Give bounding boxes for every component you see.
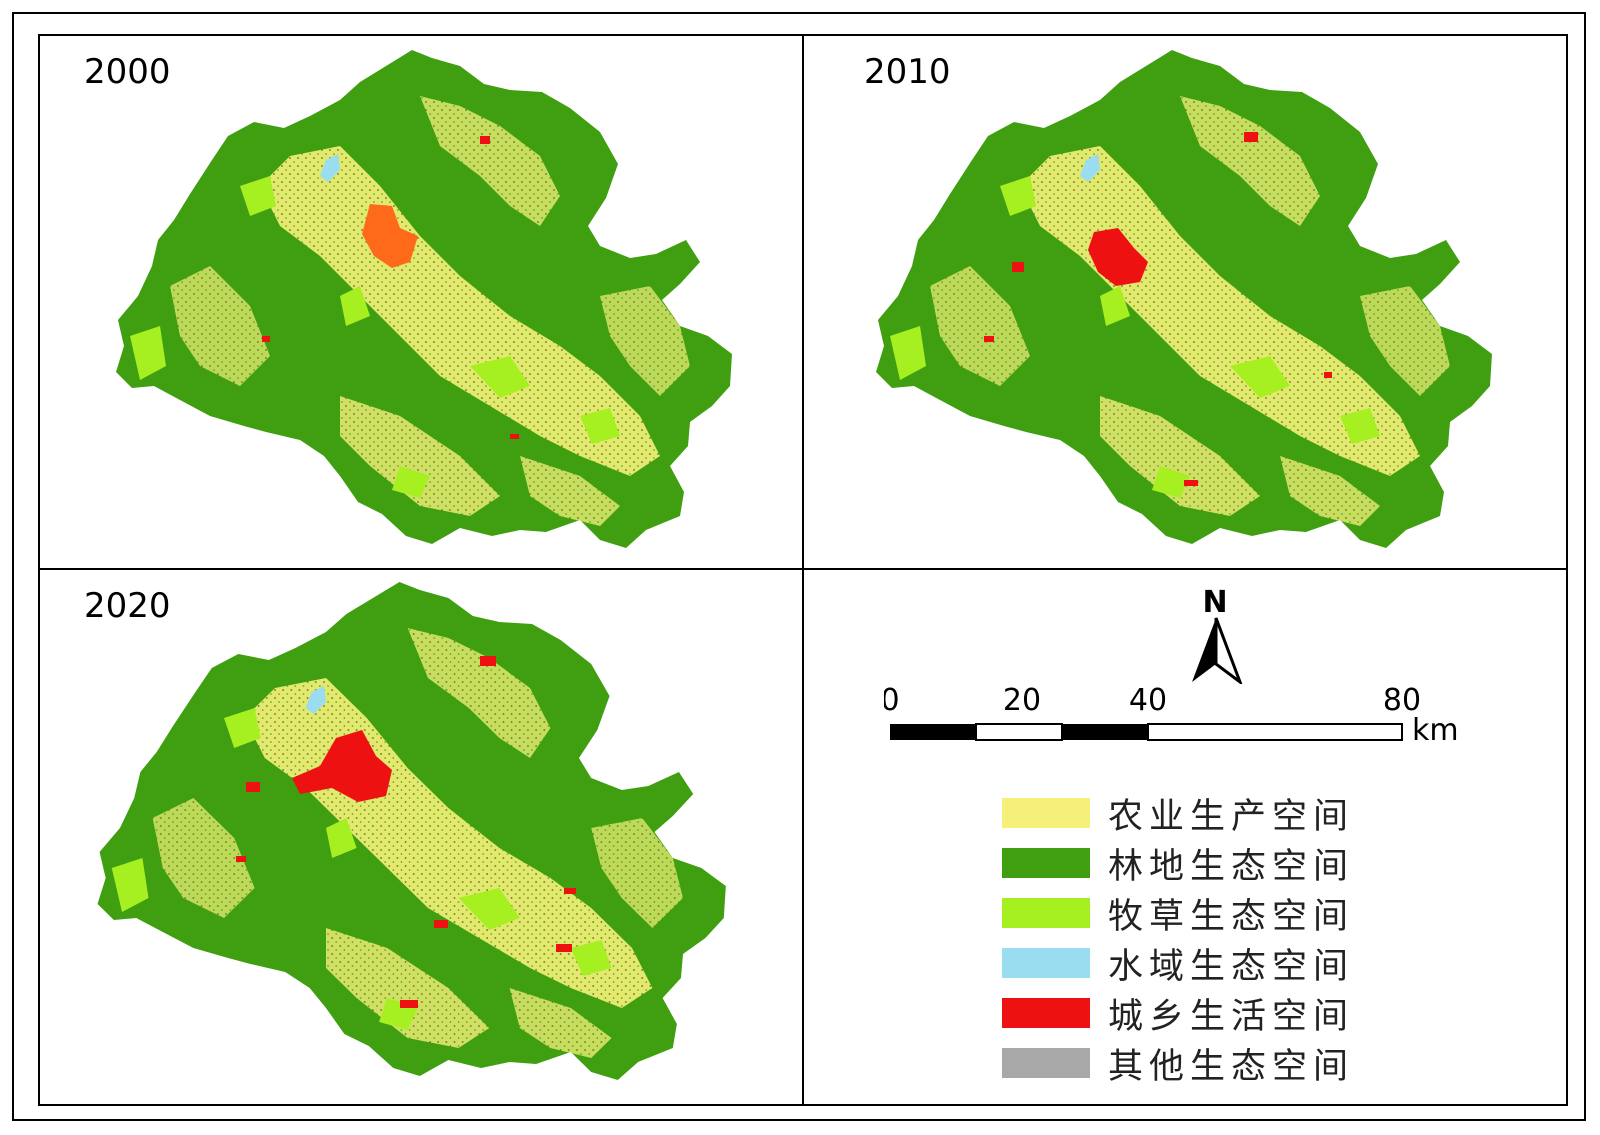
forest-swatch [1002,848,1090,878]
map-panel-2010: 2010 [802,34,1568,570]
land-use-map-2010 [876,50,1492,548]
map-panel-2000: 2000 [38,34,804,570]
region-shape [116,50,732,548]
urban-core-2000 [262,136,519,439]
legend-item: 林地生态空间 [1002,838,1354,888]
scale-tick-label: 20 [1003,684,1041,718]
water-swatch [1002,948,1090,978]
legend-item: 牧草生态空间 [1002,888,1354,938]
legend-item: 农业生产空间 [1002,788,1354,838]
scale-segment [1147,723,1403,741]
other-swatch [1002,1048,1090,1078]
scale-segment [975,723,1063,741]
scale-bar: 0 20 40 80 km [884,684,1459,748]
legend-item: 其他生态空间 [1002,1038,1354,1088]
map-panel-2020: 2020 [38,568,804,1106]
grassland-swatch [1002,898,1090,928]
year-label: 2010 [864,52,951,92]
legend-label: 城乡生活空间 [1108,996,1355,1037]
legend-label: 其他生态空间 [1108,1046,1355,1087]
north-label: N [1202,585,1227,620]
outer-frame [12,12,1586,1121]
legend-label: 农业生产空间 [1108,796,1355,837]
legend-label: 牧草生态空间 [1108,896,1355,937]
region-shape [876,50,1492,548]
urban-swatch [1002,998,1090,1028]
north-arrow-icon: N [1192,585,1243,684]
scale-unit: km [1412,713,1459,748]
scale-tick-label: 80 [1383,684,1421,718]
urban-core-2020 [236,656,576,1008]
land-use-map-2000 [116,50,732,548]
scale-segment [890,724,976,740]
year-label: 2000 [84,52,171,92]
legend-item: 水域生态空间 [1002,938,1354,988]
legend-panel: N 0 20 40 80 km 农业生产空间林地生态空间牧草生态空间水域生态空间… [802,568,1568,1106]
scale-segment [1062,724,1148,740]
scale-tick-label: 40 [1129,684,1167,718]
scale-tick-label: 0 [884,684,900,718]
urban-core-2010 [984,132,1332,486]
agriculture-swatch [1002,798,1090,828]
legend-label: 林地生态空间 [1108,846,1355,887]
land-use-map-2020 [97,582,726,1080]
legend-label: 水域生态空间 [1108,946,1355,987]
year-label: 2020 [84,586,171,626]
legend: 农业生产空间 林地生态空间 牧草生态空间 水域生态空间 城乡生活空间 其他生态空间 [1002,788,1354,1088]
legend-item: 城乡生活空间 [1002,988,1354,1038]
